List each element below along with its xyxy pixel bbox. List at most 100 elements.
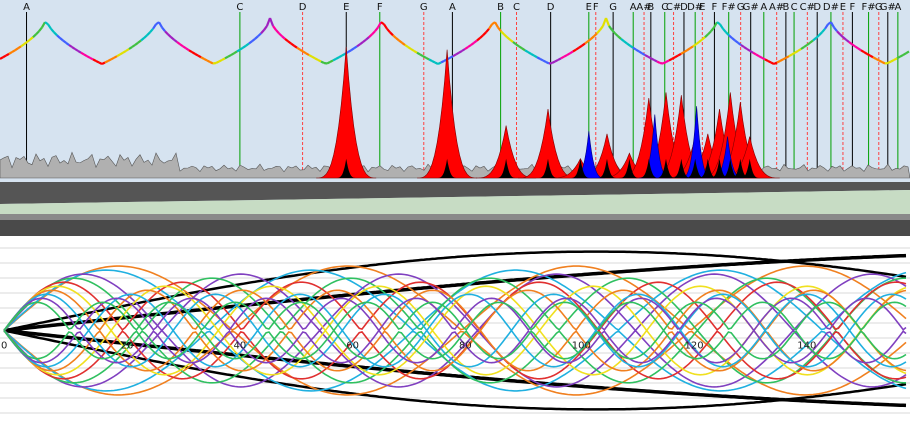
- note-label: D#: [823, 2, 839, 13]
- x-tick-label: 80: [459, 341, 472, 352]
- pitch-contour-segment: [623, 40, 628, 45]
- pitch-contour-segment: [806, 41, 811, 46]
- note-label: D: [813, 2, 821, 13]
- pitch-contour-segment: [476, 37, 481, 42]
- pitch-contour-segment: [545, 61, 550, 65]
- pitch-contour-segment: [188, 49, 193, 54]
- pitch-contour-segment: [287, 40, 292, 45]
- pitch-contour-segment: [554, 58, 559, 63]
- pitch-contour-segment: [350, 47, 355, 52]
- pitch-contour-segment: [746, 48, 751, 52]
- pitch-contour-segment: [260, 29, 265, 35]
- peak-base: [619, 158, 640, 178]
- pitch-contour-segment: [743, 46, 748, 50]
- pitch-contour-segment: [464, 46, 469, 50]
- pitch-contour-segment: [11, 49, 16, 54]
- pitch-contour-segment: [872, 56, 877, 60]
- pitch-contour-segment: [518, 45, 523, 50]
- pitch-contour-segment: [392, 34, 397, 39]
- pitch-contour-segment: [722, 28, 727, 34]
- pitch-contour-segment: [596, 29, 601, 35]
- pitch-contour-segment: [200, 56, 205, 60]
- pitch-contour-segment: [686, 47, 691, 52]
- peak-base: [730, 158, 751, 178]
- note-label: C: [661, 2, 668, 13]
- pitch-contour-segment: [113, 55, 118, 59]
- pitch-contour-segment: [812, 37, 817, 42]
- pitch-contour-segment: [80, 51, 85, 56]
- pitch-contour-segment: [851, 43, 856, 48]
- pitch-contour-segment: [191, 51, 196, 55]
- pitch-contour-segment: [767, 59, 772, 64]
- pitch-contour-segment: [224, 55, 229, 60]
- pitch-contour-segment: [797, 48, 802, 52]
- pitch-contour-segment: [440, 59, 445, 64]
- x-tick-label: 100: [572, 341, 591, 352]
- pitch-contour-segment: [227, 54, 232, 58]
- pitch-contour-segment: [794, 49, 799, 54]
- pitch-contour-segment: [107, 58, 112, 62]
- pitch-contour-segment: [158, 21, 163, 28]
- pitch-contour-segment: [770, 61, 775, 65]
- pitch-contour-segment: [866, 52, 871, 57]
- pitch-contour-segment: [437, 61, 442, 65]
- pitch-contour-segment: [239, 46, 244, 51]
- pitch-contour-segment: [434, 61, 439, 65]
- pitch-contour-segment: [614, 32, 619, 38]
- pitch-contour-segment: [197, 54, 202, 59]
- pitch-contour-segment: [836, 30, 841, 36]
- pitch-contour-segment: [647, 55, 652, 60]
- pitch-contour-segment: [134, 41, 139, 46]
- pitch-contour-segment: [761, 56, 766, 61]
- pitch-contour-segment: [404, 44, 409, 48]
- note-label: E: [699, 2, 705, 13]
- pitch-contour-segment: [389, 31, 394, 37]
- pitch-contour-segment: [65, 41, 70, 46]
- pitch-contour-segment: [194, 52, 199, 57]
- pitch-contour-segment: [557, 57, 562, 61]
- pitch-contour-segment: [137, 39, 142, 44]
- note-label: B: [782, 2, 789, 13]
- pitch-contour-segment: [725, 31, 730, 37]
- pitch-contour-segment: [671, 56, 676, 60]
- pitch-contour-segment: [101, 61, 106, 65]
- pitch-contour-segment: [167, 33, 172, 38]
- pitch-contour-segment: [821, 28, 826, 34]
- pitch-contour-segment: [839, 33, 844, 38]
- pitch-contour-segment: [512, 41, 517, 46]
- pitch-contour-segment: [719, 23, 724, 30]
- x-tick-label: 120: [685, 341, 704, 352]
- pitch-contour-segment: [368, 33, 373, 38]
- pitch-contour-segment: [731, 37, 736, 42]
- pitch-contour-segment: [638, 50, 643, 55]
- pitch-contour-segment: [164, 30, 169, 36]
- wave-envelope-line: [3, 250, 907, 332]
- pitch-contour-segment: [662, 61, 667, 65]
- peak-base: [685, 158, 706, 178]
- peak-base: [638, 158, 659, 178]
- pitch-contour-segment: [626, 42, 631, 47]
- pitch-contour-segment: [44, 21, 49, 26]
- pitch-contour-segment: [268, 17, 275, 27]
- pitch-contour-segment: [800, 46, 805, 50]
- pitch-contour-segment: [749, 49, 754, 54]
- wave-envelope-line: [3, 297, 907, 332]
- pitch-contour-segment: [74, 48, 79, 52]
- pitch-contour-segment: [818, 31, 823, 37]
- pitch-contour-segment: [500, 30, 505, 36]
- pitch-contour-segment: [845, 38, 850, 43]
- pitch-contour-segment: [503, 33, 508, 38]
- pitch-contour-segment: [143, 34, 148, 39]
- pitch-contour-segment: [824, 23, 829, 30]
- pitch-contour-segment: [902, 52, 907, 56]
- wave-envelope-line: [3, 269, 907, 332]
- pitch-contour-segment: [320, 60, 325, 64]
- pitch-contour-segment: [425, 56, 430, 61]
- note-label: A#: [769, 2, 784, 13]
- pitch-contour-segment: [104, 59, 109, 64]
- pitch-contour-segment: [587, 38, 592, 43]
- pitch-contour-segment: [431, 59, 436, 64]
- pitch-contour-segment: [140, 37, 145, 42]
- pitch-contour-segment: [374, 26, 379, 32]
- pitch-contour-segment: [50, 28, 55, 34]
